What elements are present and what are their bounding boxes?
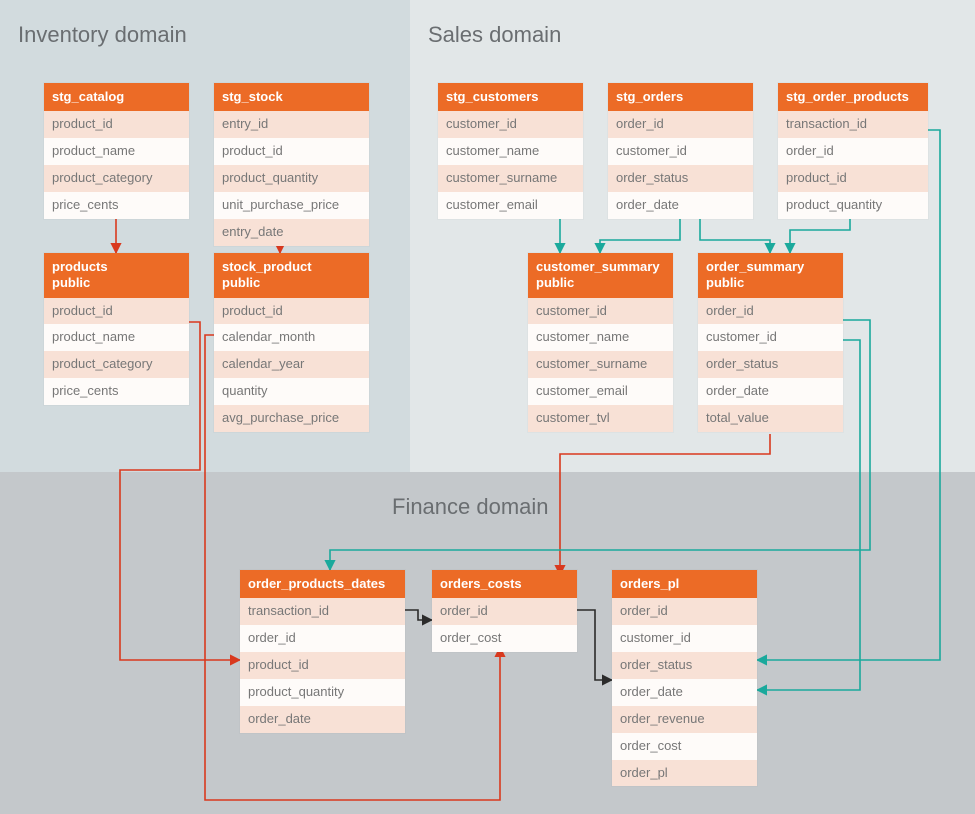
table-header: customer_summarypublic (528, 253, 673, 298)
table-stg_customers: stg_customerscustomer_idcustomer_namecus… (438, 83, 583, 219)
table-row: transaction_id (240, 598, 405, 625)
table-row: customer_surname (438, 165, 583, 192)
table-row: product_id (214, 298, 369, 325)
table-row: order_pl (612, 760, 757, 787)
table-header: stock_productpublic (214, 253, 369, 298)
table-row: avg_purchase_price (214, 405, 369, 432)
domain-title-sales: Sales domain (428, 22, 561, 48)
table-header: stg_order_products (778, 83, 928, 111)
table-row: customer_name (438, 138, 583, 165)
table-row: customer_name (528, 324, 673, 351)
domain-sales (410, 0, 975, 472)
table-row: order_status (698, 351, 843, 378)
table-row: customer_surname (528, 351, 673, 378)
table-row: entry_id (214, 111, 369, 138)
table-row: price_cents (44, 378, 189, 405)
table-orders_pl: orders_plorder_idcustomer_idorder_status… (612, 570, 757, 786)
table-row: transaction_id (778, 111, 928, 138)
table-row: customer_id (698, 324, 843, 351)
table-row: price_cents (44, 192, 189, 219)
table-row: total_value (698, 405, 843, 432)
domain-title-inventory: Inventory domain (18, 22, 187, 48)
table-order_summary: order_summarypublicorder_idcustomer_idor… (698, 253, 843, 432)
table-row: unit_purchase_price (214, 192, 369, 219)
table-row: product_id (44, 298, 189, 325)
domain-title-finance: Finance domain (392, 494, 549, 520)
table-row: order_id (778, 138, 928, 165)
table-row: order_date (612, 679, 757, 706)
table-stg_order_products: stg_order_productstransaction_idorder_id… (778, 83, 928, 219)
table-row: order_id (240, 625, 405, 652)
table-row: customer_id (528, 298, 673, 325)
table-row: customer_email (438, 192, 583, 219)
table-row: order_id (608, 111, 753, 138)
table-row: order_date (608, 192, 753, 219)
table-orders_costs: orders_costsorder_idorder_cost (432, 570, 577, 652)
table-row: order_id (432, 598, 577, 625)
table-row: product_category (44, 165, 189, 192)
table-row: order_status (608, 165, 753, 192)
table-row: customer_tvl (528, 405, 673, 432)
table-header: stg_orders (608, 83, 753, 111)
table-row: order_date (698, 378, 843, 405)
table-row: calendar_month (214, 324, 369, 351)
table-row: product_name (44, 138, 189, 165)
table-row: order_id (698, 298, 843, 325)
table-row: order_cost (612, 733, 757, 760)
table-row: product_quantity (214, 165, 369, 192)
table-header: stg_customers (438, 83, 583, 111)
table-row: order_id (612, 598, 757, 625)
table-order_products_dates: order_products_datestransaction_idorder_… (240, 570, 405, 733)
table-row: product_id (214, 138, 369, 165)
table-row: quantity (214, 378, 369, 405)
diagram-canvas: Inventory domain Sales domain Finance doma… (0, 0, 975, 814)
table-header: order_products_dates (240, 570, 405, 598)
table-customer_summary: customer_summarypubliccustomer_idcustome… (528, 253, 673, 432)
table-row: product_id (778, 165, 928, 192)
table-row: product_id (240, 652, 405, 679)
table-row: order_cost (432, 625, 577, 652)
table-row: customer_email (528, 378, 673, 405)
table-row: entry_date (214, 219, 369, 246)
table-row: order_revenue (612, 706, 757, 733)
table-row: product_id (44, 111, 189, 138)
table-row: product_quantity (240, 679, 405, 706)
table-header: stg_catalog (44, 83, 189, 111)
table-products: productspublicproduct_idproduct_nameprod… (44, 253, 189, 405)
table-stg_catalog: stg_catalogproduct_idproduct_nameproduct… (44, 83, 189, 219)
table-row: customer_id (438, 111, 583, 138)
table-header: orders_pl (612, 570, 757, 598)
table-row: calendar_year (214, 351, 369, 378)
table-header: order_summarypublic (698, 253, 843, 298)
table-stg_stock: stg_stockentry_idproduct_idproduct_quant… (214, 83, 369, 246)
table-stock_product: stock_productpublicproduct_idcalendar_mo… (214, 253, 369, 432)
table-header: stg_stock (214, 83, 369, 111)
table-row: customer_id (612, 625, 757, 652)
table-row: product_name (44, 324, 189, 351)
table-header: orders_costs (432, 570, 577, 598)
table-row: product_category (44, 351, 189, 378)
table-row: customer_id (608, 138, 753, 165)
table-header: productspublic (44, 253, 189, 298)
table-stg_orders: stg_ordersorder_idcustomer_idorder_statu… (608, 83, 753, 219)
table-row: order_date (240, 706, 405, 733)
table-row: order_status (612, 652, 757, 679)
table-row: product_quantity (778, 192, 928, 219)
